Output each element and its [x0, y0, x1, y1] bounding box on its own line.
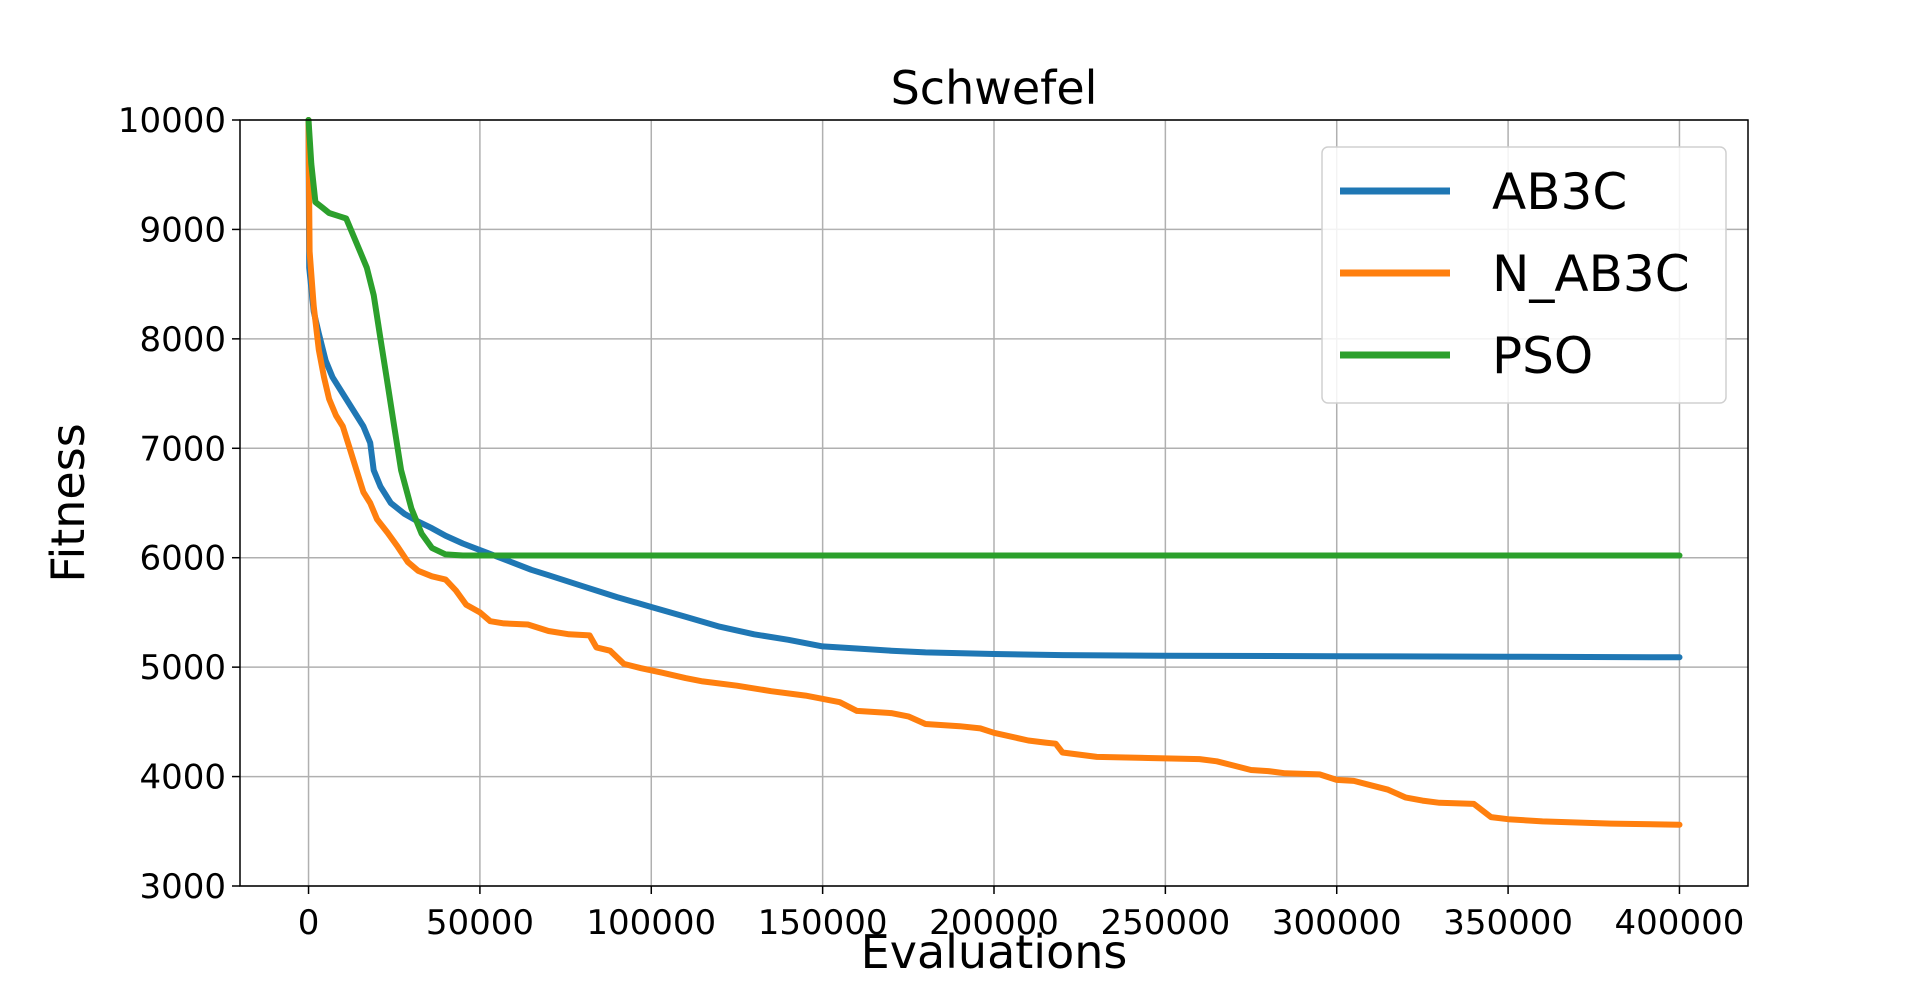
- y-tick-label: 6000: [139, 539, 226, 579]
- legend-label: N_AB3C: [1492, 245, 1690, 303]
- x-tick-label: 0: [298, 903, 320, 943]
- series-line-pso: [305, 117, 1683, 559]
- x-axis-title: Evaluations: [861, 925, 1128, 979]
- legend-label: PSO: [1492, 327, 1593, 385]
- x-tick-label: 350000: [1443, 903, 1573, 943]
- x-tick-label: 300000: [1272, 903, 1402, 943]
- y-tick-label: 10000: [118, 101, 226, 141]
- y-tick-label: 3000: [139, 867, 226, 907]
- legend: AB3C N_AB3C PSO: [1321, 146, 1727, 404]
- y-axis-ticks: 3000 4000 5000 6000 7000 8000 9000 10000: [118, 101, 240, 907]
- y-tick-label: 5000: [139, 648, 226, 688]
- x-tick-label: 50000: [426, 903, 534, 943]
- y-tick-label: 8000: [139, 320, 226, 360]
- series-line-ab3c: [305, 117, 1683, 661]
- series-line-n-ab3c: [305, 117, 1683, 828]
- legend-box: [1321, 146, 1727, 404]
- x-tick-label: 100000: [586, 903, 716, 943]
- x-axis-ticks: 0 50000 100000 150000 200000 250000 300000 3500…: [298, 886, 1745, 943]
- x-tick-label: 150000: [758, 903, 888, 943]
- y-tick-label: 7000: [139, 429, 226, 469]
- y-tick-label: 9000: [139, 210, 226, 250]
- chart-title: Schwefel: [891, 61, 1098, 115]
- series-lines: [305, 117, 1683, 828]
- y-axis-title: Fitness: [41, 423, 95, 582]
- y-tick-label: 4000: [139, 758, 226, 798]
- legend-label: AB3C: [1492, 163, 1627, 221]
- x-tick-label: 400000: [1615, 903, 1745, 943]
- x-tick-label: 250000: [1100, 903, 1230, 943]
- x-tick-label: 200000: [929, 903, 1059, 943]
